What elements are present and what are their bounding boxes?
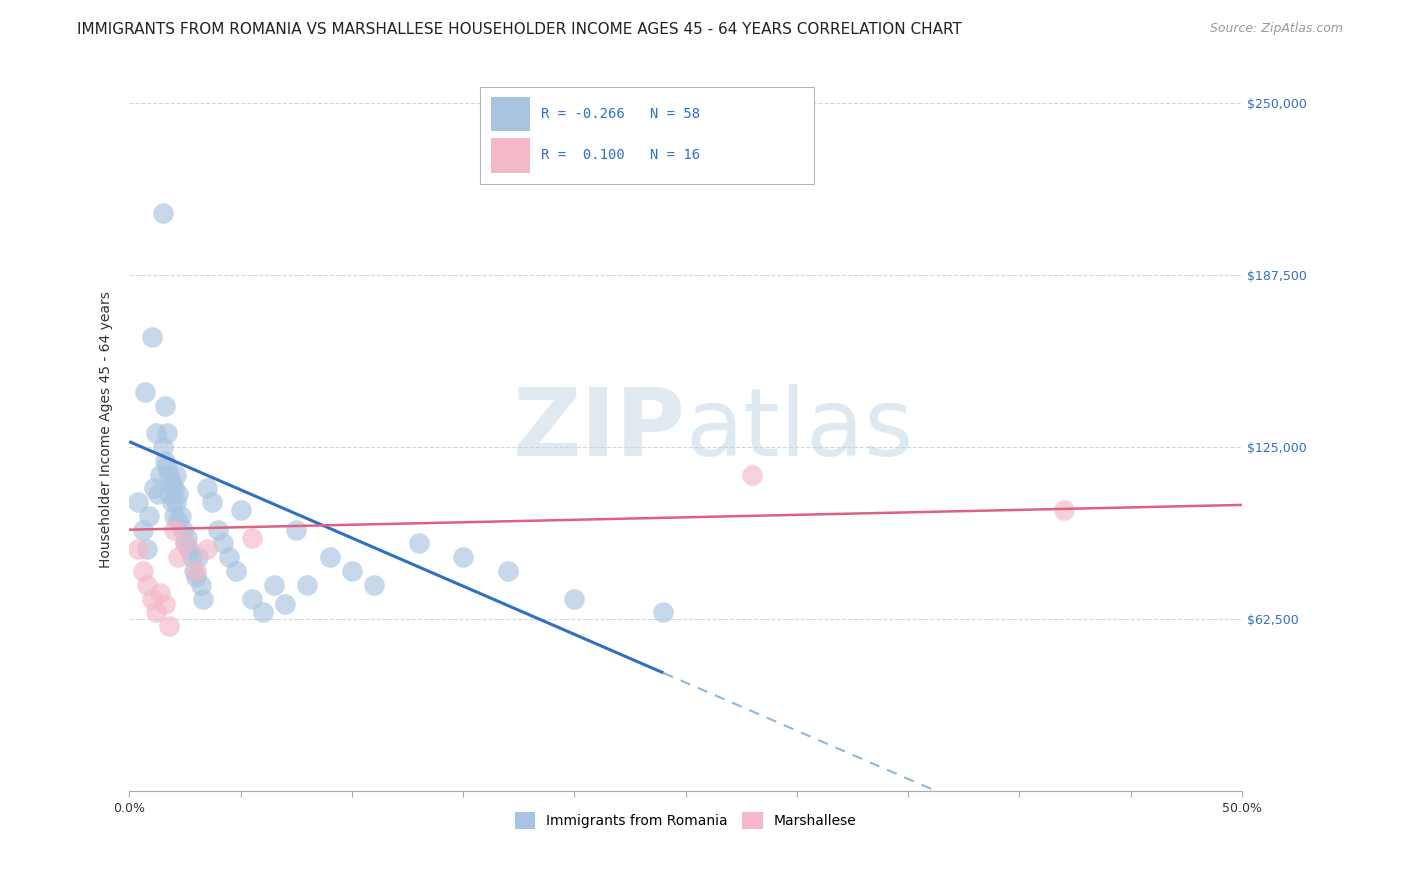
Point	[451, 550, 474, 565]
Point	[127, 541, 149, 556]
Text: ZIP: ZIP	[513, 384, 686, 476]
Point	[179, 541, 201, 556]
Point	[207, 523, 229, 537]
Point	[229, 503, 252, 517]
Point	[157, 619, 180, 633]
Point	[163, 523, 186, 537]
Point	[218, 550, 240, 565]
Point	[240, 591, 263, 606]
Point	[174, 536, 197, 550]
Point	[131, 523, 153, 537]
Point	[263, 578, 285, 592]
Point	[153, 399, 176, 413]
Text: IMMIGRANTS FROM ROMANIA VS MARSHALLESE HOUSEHOLDER INCOME AGES 45 - 64 YEARS COR: IMMIGRANTS FROM ROMANIA VS MARSHALLESE H…	[77, 22, 962, 37]
Point	[496, 564, 519, 578]
Point	[167, 487, 190, 501]
Point	[274, 597, 297, 611]
Legend: Immigrants from Romania, Marshallese: Immigrants from Romania, Marshallese	[509, 807, 862, 835]
Point	[153, 454, 176, 468]
Point	[141, 330, 163, 344]
Point	[318, 550, 340, 565]
Bar	[491, 96, 530, 131]
Point	[167, 550, 190, 565]
Point	[252, 605, 274, 619]
Point	[195, 541, 218, 556]
Point	[190, 578, 212, 592]
Point	[149, 586, 172, 600]
Point	[153, 597, 176, 611]
Point	[174, 536, 197, 550]
Point	[131, 564, 153, 578]
Text: Source: ZipAtlas.com: Source: ZipAtlas.com	[1209, 22, 1343, 36]
Point	[741, 467, 763, 482]
Bar	[491, 138, 530, 172]
Point	[167, 515, 190, 529]
Point	[134, 385, 156, 400]
Point	[136, 578, 159, 592]
Point	[136, 541, 159, 556]
Point	[183, 564, 205, 578]
Point	[184, 569, 207, 583]
Point	[195, 482, 218, 496]
Point	[225, 564, 247, 578]
Point	[240, 531, 263, 545]
Point	[165, 467, 187, 482]
Point	[201, 495, 224, 509]
Point	[652, 605, 675, 619]
Point	[408, 536, 430, 550]
Text: R = -0.266   N = 58: R = -0.266 N = 58	[541, 107, 700, 121]
Point	[148, 487, 170, 501]
Point	[340, 564, 363, 578]
Point	[127, 495, 149, 509]
Point	[160, 495, 183, 509]
Point	[187, 550, 209, 565]
Point	[156, 426, 179, 441]
Point	[163, 508, 186, 523]
Point	[149, 467, 172, 482]
Point	[152, 206, 174, 220]
Point	[191, 591, 214, 606]
Text: atlas: atlas	[686, 384, 914, 476]
Point	[165, 495, 187, 509]
Point	[157, 487, 180, 501]
Point	[297, 578, 319, 592]
Point	[285, 523, 308, 537]
Point	[363, 578, 385, 592]
Point	[157, 467, 180, 482]
Point	[176, 531, 198, 545]
Point	[138, 508, 160, 523]
Point	[141, 591, 163, 606]
Point	[152, 440, 174, 454]
Point	[564, 591, 586, 606]
Point	[172, 523, 194, 537]
Point	[156, 459, 179, 474]
Point	[145, 426, 167, 441]
Point	[145, 605, 167, 619]
Point	[169, 508, 191, 523]
Text: R =  0.100   N = 16: R = 0.100 N = 16	[541, 148, 700, 162]
FancyBboxPatch shape	[479, 87, 814, 184]
Y-axis label: Householder Income Ages 45 - 64 years: Householder Income Ages 45 - 64 years	[100, 292, 114, 568]
Point	[1053, 503, 1076, 517]
Point	[211, 536, 233, 550]
Point	[180, 550, 202, 565]
Point	[160, 475, 183, 490]
Point	[163, 482, 186, 496]
Point	[142, 482, 165, 496]
Point	[184, 564, 207, 578]
